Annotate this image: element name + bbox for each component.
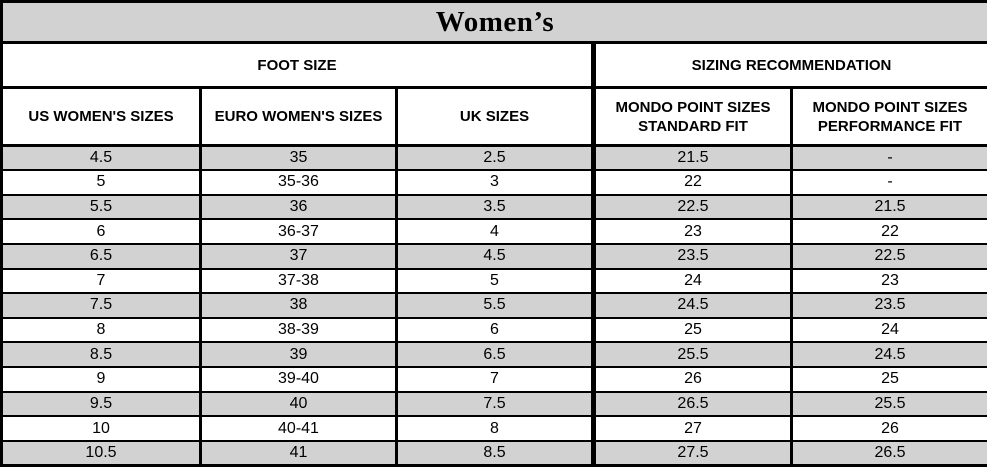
table-row: 9.5 40 7.5 26.5 25.5: [0, 390, 987, 418]
size-cell: 8.5: [0, 341, 202, 368]
column-header-row: US WOMEN'S SIZES EURO WOMEN'S SIZES UK S…: [0, 86, 987, 147]
table-row: 6 36-37 4 23 22: [0, 218, 987, 245]
size-cell: 22: [591, 169, 793, 196]
size-cell: 7.5: [395, 390, 595, 418]
size-cell: 8: [395, 415, 595, 442]
size-cell: 24: [789, 316, 987, 344]
col-header-mondo-point-performance-fit: MONDO POINT SIZES PERFORMANCE FIT: [789, 86, 987, 147]
size-cell: 27: [591, 415, 793, 442]
col-header-us-womens-sizes: US WOMEN'S SIZES: [0, 86, 202, 147]
size-cell: -: [789, 169, 987, 196]
size-cell: 23.5: [591, 242, 793, 270]
col-header-mondo-point-standard-fit: MONDO POINT SIZES STANDARD FIT: [591, 86, 793, 147]
size-cell: 24: [591, 267, 793, 295]
size-cell: 8.5: [395, 439, 595, 467]
size-cell: 26: [591, 366, 793, 393]
table-row: 5 35-36 3 22-: [0, 169, 987, 196]
col-header-uk-sizes: UK SIZES: [395, 86, 595, 147]
size-cell: 10: [0, 415, 202, 442]
table-row: 7 37-38 5 24 23: [0, 267, 987, 295]
table-row: 10 40-41 8 27 26: [0, 415, 987, 442]
size-cell: 22.5: [591, 193, 793, 221]
size-cell: 26.5: [591, 390, 793, 418]
size-cell: 25: [591, 316, 793, 344]
section-header-row: FOOT SIZE SIZING RECOMMENDATION: [0, 41, 987, 89]
size-cell: 23.5: [789, 292, 987, 319]
table-row: 8 38-39 6 25 24: [0, 316, 987, 344]
size-cell: 40: [199, 390, 398, 418]
size-cell: -: [789, 144, 987, 172]
size-cell: 27.5: [591, 439, 793, 467]
size-cell: 35-36: [199, 169, 398, 196]
size-cell: 40-41: [199, 415, 398, 442]
size-cell: 25: [789, 366, 987, 393]
size-cell: 41: [199, 439, 398, 467]
size-cell: 37-38: [199, 267, 398, 295]
size-cell: 35: [199, 144, 398, 172]
size-cell: 26.5: [789, 439, 987, 467]
size-cell: 7.5: [0, 292, 202, 319]
size-cell: 21.5: [789, 193, 987, 221]
size-cell: 26: [789, 415, 987, 442]
table-title: Women’s: [0, 0, 987, 44]
size-cell: 25.5: [591, 341, 793, 368]
size-table-body: 4.5 35 2.5 21.5-5 35-36 3 22-5.5 36 3.5 22.5 21.5 6…: [0, 144, 987, 467]
size-cell: 36: [199, 193, 398, 221]
table-row: 4.5 35 2.5 21.5-: [0, 144, 987, 172]
size-cell: 3: [395, 169, 595, 196]
size-cell: 6: [395, 316, 595, 344]
size-cell: 39: [199, 341, 398, 368]
size-cell: 24.5: [789, 341, 987, 368]
size-cell: 5: [0, 169, 202, 196]
section-foot-size: FOOT SIZE: [0, 41, 595, 89]
col-header-euro-womens-sizes: EURO WOMEN'S SIZES: [199, 86, 398, 147]
title-row: Women’s: [0, 0, 987, 44]
size-cell: 7: [395, 366, 595, 393]
size-cell: 9.5: [0, 390, 202, 418]
size-cell: 4.5: [395, 242, 595, 270]
table-row: 5.5 36 3.5 22.5 21.5: [0, 193, 987, 221]
table-row: 7.5 38 5.5 24.5 23.5: [0, 292, 987, 319]
size-cell: 6.5: [0, 242, 202, 270]
table-row: 6.5 37 4.5 23.5 22.5: [0, 242, 987, 270]
table-row: 8.5 39 6.5 25.5 24.5: [0, 341, 987, 368]
size-cell: 5: [395, 267, 595, 295]
size-cell: 39-40: [199, 366, 398, 393]
size-cell: 6: [0, 218, 202, 245]
size-cell: 5.5: [0, 193, 202, 221]
size-cell: 25.5: [789, 390, 987, 418]
size-cell: 9: [0, 366, 202, 393]
size-cell: 10.5: [0, 439, 202, 467]
size-cell: 38: [199, 292, 398, 319]
section-sizing-recommendation: SIZING RECOMMENDATION: [590, 41, 987, 89]
size-cell: 2.5: [395, 144, 595, 172]
size-cell: 21.5: [591, 144, 793, 172]
size-cell: 8: [0, 316, 202, 344]
size-cell: 23: [789, 267, 987, 295]
table-row: 10.5 41 8.5 27.5 26.5: [0, 439, 987, 467]
size-cell: 22: [789, 218, 987, 245]
size-cell: 38-39: [199, 316, 398, 344]
table-row: 9 39-40 7 26 25: [0, 366, 987, 393]
size-cell: 37: [199, 242, 398, 270]
size-cell: 7: [0, 267, 202, 295]
size-cell: 36-37: [199, 218, 398, 245]
size-cell: 24.5: [591, 292, 793, 319]
size-cell: 4.5: [0, 144, 202, 172]
size-cell: 4: [395, 218, 595, 245]
size-cell: 5.5: [395, 292, 595, 319]
size-cell: 22.5: [789, 242, 987, 270]
size-cell: 6.5: [395, 341, 595, 368]
size-cell: 23: [591, 218, 793, 245]
size-cell: 3.5: [395, 193, 595, 221]
